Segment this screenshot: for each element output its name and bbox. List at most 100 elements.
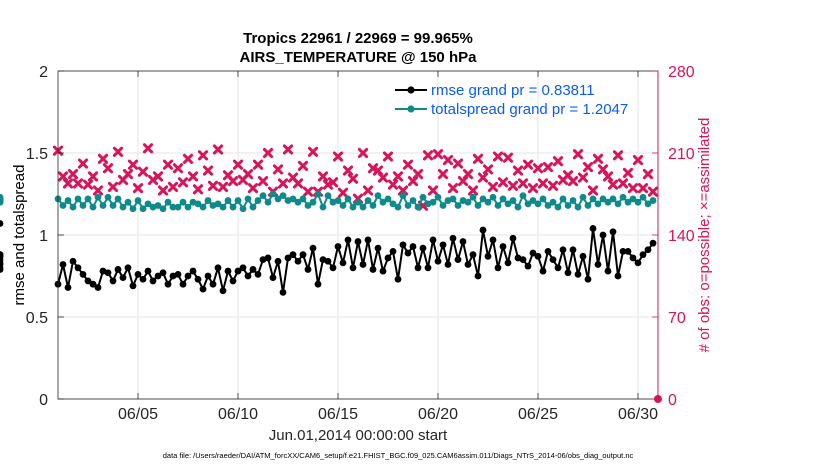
totalspread-point: [474, 202, 482, 209]
obs-assimilated-marker: [242, 168, 254, 180]
obs-assimilated-marker: [337, 187, 349, 198]
obs-assimilated-marker: [247, 183, 259, 194]
rmse-point: [0, 220, 4, 227]
totalspread-point: [374, 192, 382, 200]
totalspread-point: [439, 202, 447, 209]
x-tick-label: 06/25: [518, 406, 558, 423]
obs-assimilated-marker: [577, 172, 589, 183]
totalspread-point: [84, 195, 92, 203]
obs-assimilated-marker: [132, 183, 144, 194]
rmse-point: [559, 246, 567, 254]
obs-assimilated-marker: [367, 163, 379, 174]
totalspread-point: [174, 203, 182, 211]
legend-rmse-marker: [407, 86, 415, 94]
obs-assimilated-marker: [637, 183, 649, 194]
totalspread-point: [614, 200, 622, 208]
obs-assimilated-marker: [437, 168, 449, 180]
totalspread-point: [529, 197, 537, 204]
rmse-point: [464, 261, 472, 268]
rmse-point: [84, 277, 92, 285]
totalspread-point: [504, 200, 512, 208]
totalspread-point: [649, 197, 657, 204]
totalspread-point: [569, 197, 577, 204]
rmse-point: [414, 264, 422, 272]
rmse-point: [314, 280, 322, 288]
totalspread-point: [584, 202, 592, 209]
totalspread-point: [499, 195, 507, 203]
totalspread-point: [159, 205, 167, 213]
totalspread-point: [74, 195, 82, 203]
obs-assimilated-marker: [487, 181, 499, 193]
totalspread-point: [254, 197, 262, 204]
obs-assimilated-marker: [602, 171, 614, 182]
totalspread-point: [0, 197, 4, 204]
x-tick-label: 06/05: [118, 406, 158, 423]
rmse-point: [604, 267, 612, 275]
rmse-point: [444, 261, 452, 268]
y-right-tick-label: 0: [668, 392, 677, 409]
rmse-point: [199, 285, 207, 293]
totalspread-point: [324, 192, 332, 200]
rmse-point: [229, 277, 237, 285]
obs-assimilated-marker: [112, 146, 124, 157]
x-tick-label: 06/30: [618, 406, 658, 423]
obs-assimilated-marker: [482, 164, 494, 175]
rmse-point: [59, 261, 67, 268]
obs-assimilated-marker: [82, 179, 94, 190]
totalspread-point: [349, 203, 357, 211]
obs-assimilated-marker: [517, 178, 529, 189]
rmse-point: [634, 259, 642, 267]
totalspread-point: [219, 203, 227, 211]
rmse-point: [369, 266, 377, 273]
totalspread-point: [559, 195, 567, 203]
rmse-point: [619, 248, 627, 255]
obs-assimilated-marker: [392, 171, 404, 182]
totalspread-point: [599, 195, 607, 203]
obs-assimilated-marker: [432, 149, 444, 160]
rmse-point: [284, 254, 292, 262]
legend-spread-marker: [407, 105, 415, 113]
y-right-tick-label: 210: [668, 146, 695, 163]
obs-assimilated-marker: [217, 181, 229, 193]
y-right-tick-label: 70: [668, 310, 686, 327]
totalspread-point: [194, 200, 202, 208]
totalspread-point: [169, 203, 177, 211]
legend-rmse-label: rmse grand pr = 0.83811: [431, 82, 595, 99]
obs-assimilated-marker: [272, 164, 284, 175]
totalspread-point: [354, 198, 362, 206]
rmse-point: [219, 287, 227, 295]
totalspread-point: [289, 195, 297, 203]
y-right-axis-label: # of obs: o=possible; ×=assimilated: [696, 118, 713, 353]
rmse-point: [579, 252, 587, 260]
rmse-point: [389, 248, 397, 255]
y-axis-label: rmse and totalspread: [11, 165, 28, 306]
totalspread-point: [239, 205, 247, 213]
obs-assimilated-marker: [212, 144, 224, 155]
rmse-point: [279, 289, 287, 296]
totalspread-point: [449, 195, 457, 203]
obs-assimilated-marker: [182, 153, 194, 164]
totalspread-point: [544, 202, 552, 209]
rmse-point: [79, 270, 87, 278]
obs-assimilated-marker: [447, 183, 459, 194]
obs-assimilated-marker: [642, 168, 654, 180]
totalspread-point: [574, 203, 582, 211]
rmse-point: [324, 257, 332, 265]
obs-assimilated-marker: [497, 177, 509, 188]
rmse-point: [494, 264, 502, 272]
obs-assimilated-marker: [572, 149, 584, 160]
x-tick-label: 06/15: [318, 406, 358, 423]
obs-assimilated-marker: [477, 172, 489, 183]
obs-assimilated-marker: [62, 178, 74, 189]
rmse-point: [304, 266, 312, 273]
obs-assimilated-marker: [192, 184, 204, 195]
obs-assimilated-marker: [512, 165, 524, 176]
obs-assimilated-marker: [317, 171, 329, 182]
rmse-point: [64, 284, 72, 291]
rmse-point: [399, 241, 407, 249]
rmse-point: [344, 236, 352, 244]
totalspread-point: [309, 198, 317, 206]
totalspread-point: [179, 198, 187, 206]
obs-assimilated-marker: [492, 151, 504, 162]
obs-assimilated-marker: [617, 178, 629, 189]
